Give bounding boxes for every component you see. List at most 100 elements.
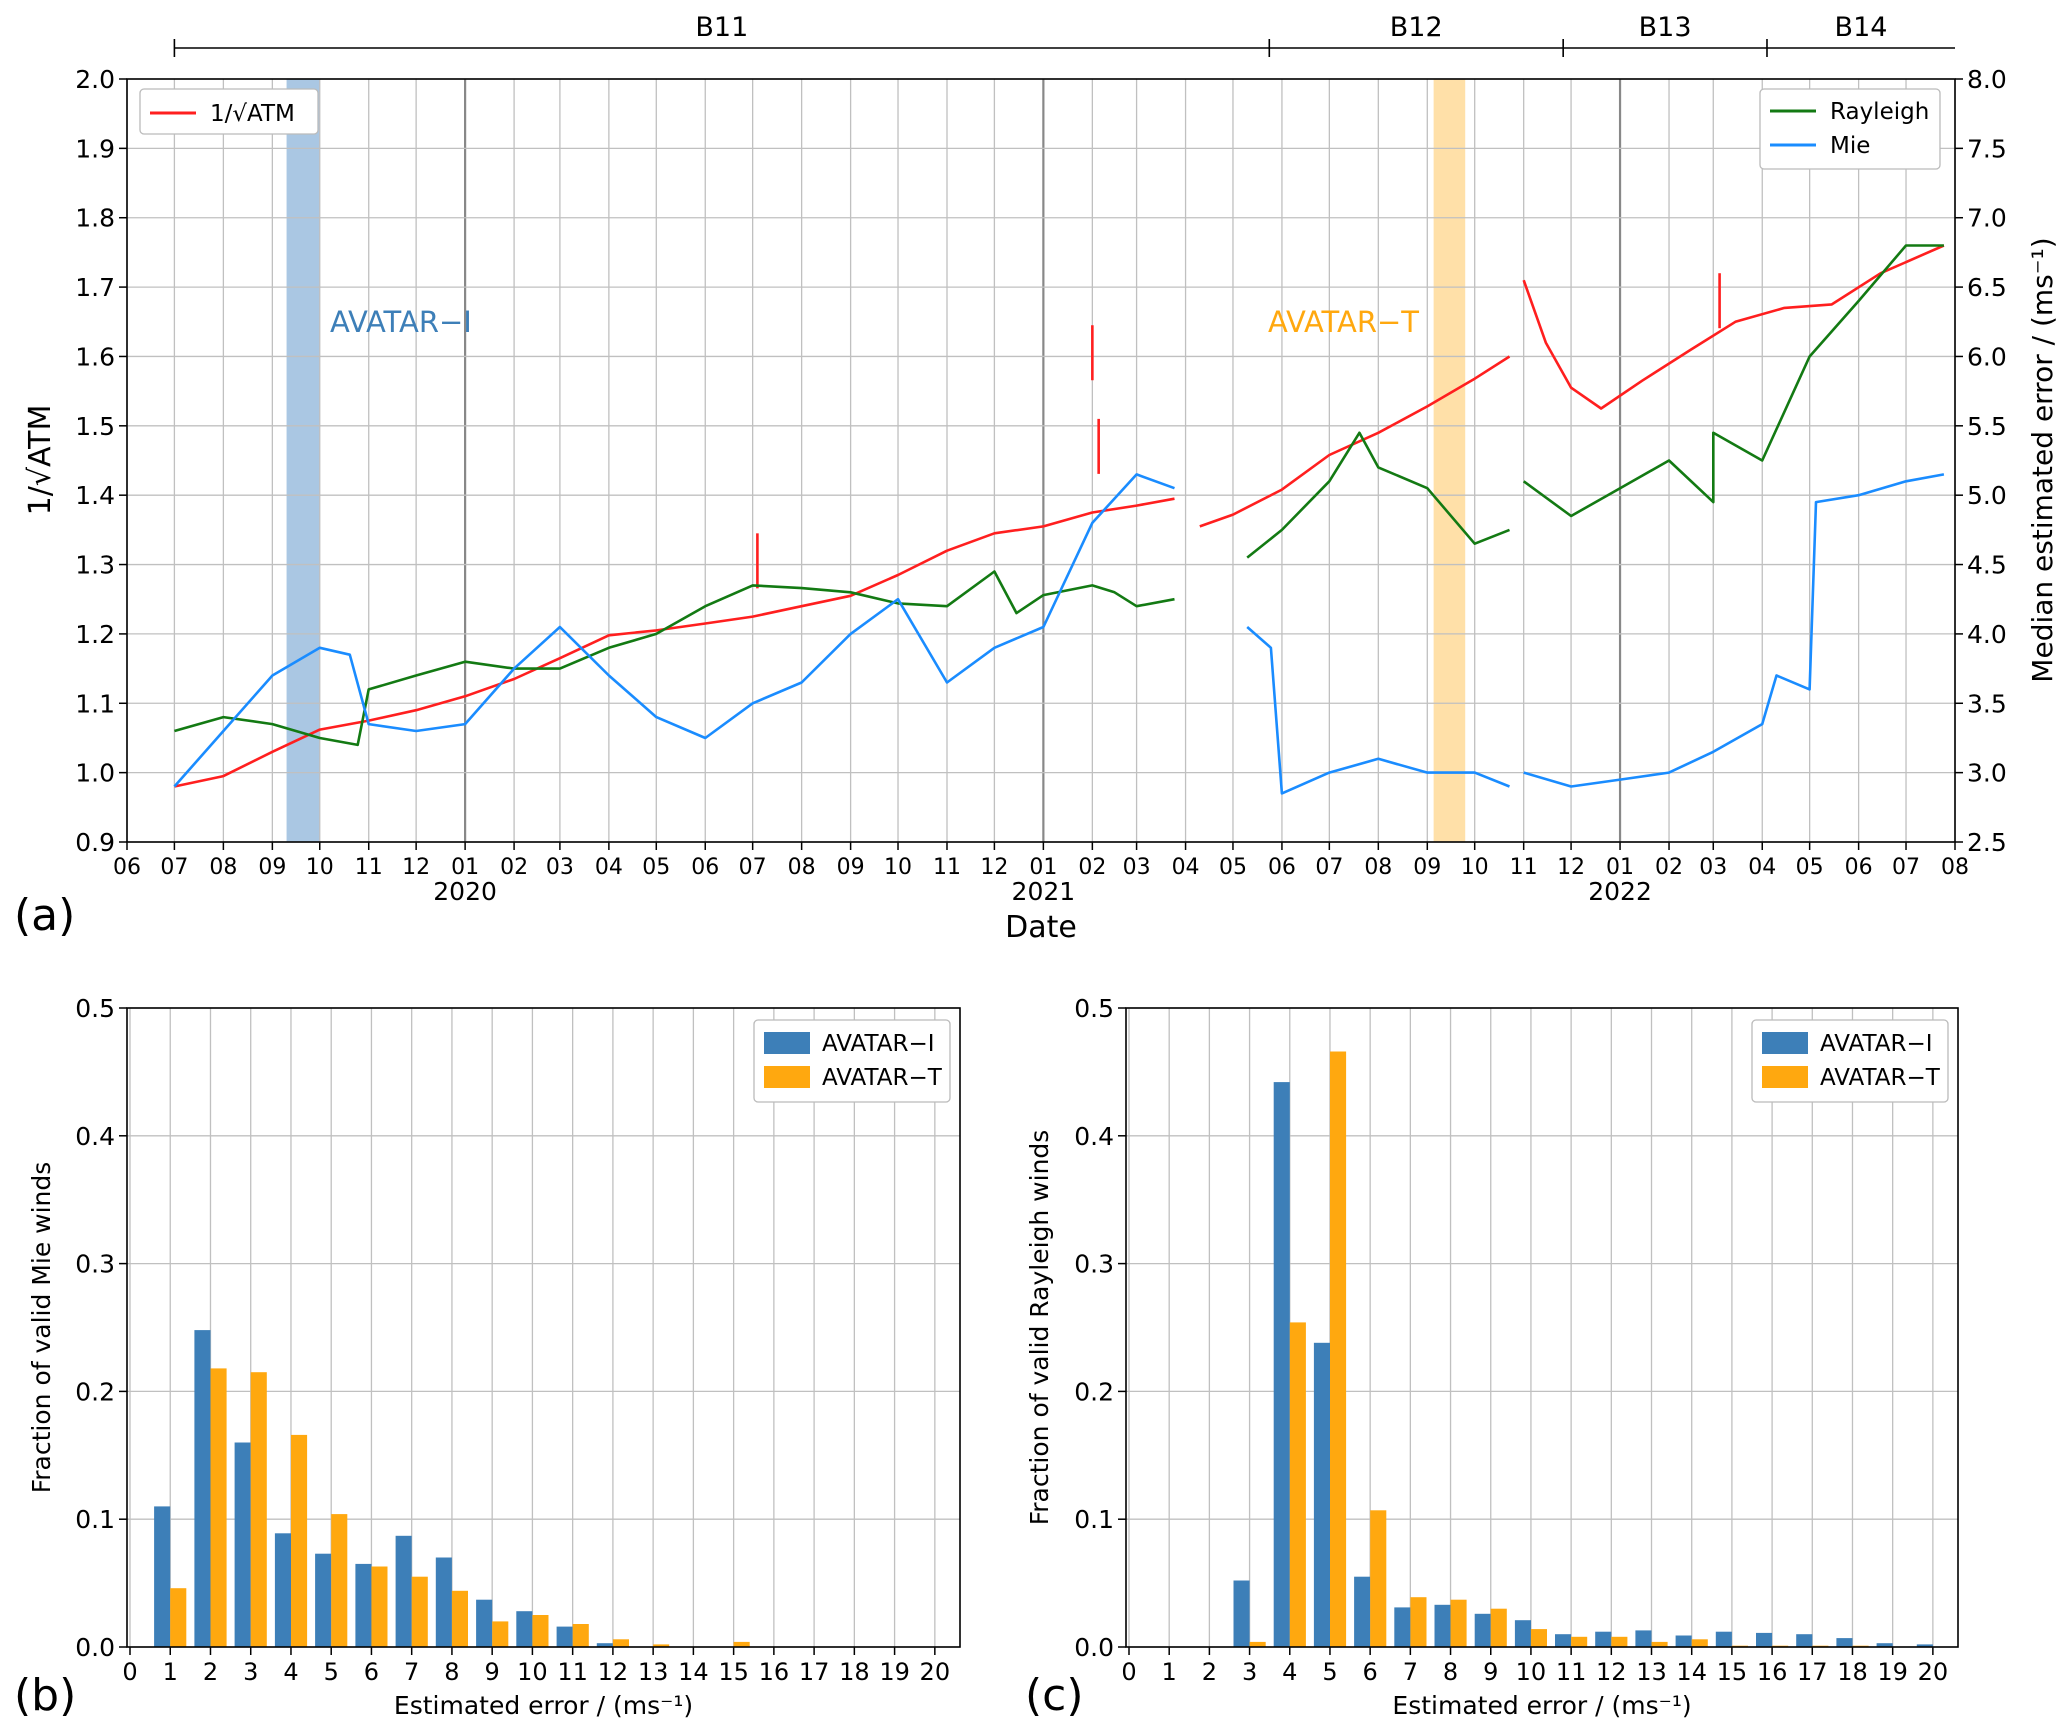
x-axis-label: Estimated error / (ms⁻¹) <box>1392 1691 1691 1720</box>
x-tick-label: 10 <box>884 855 912 880</box>
x-tick-label: 05 <box>1219 855 1247 880</box>
y-tick-label-left: 1.5 <box>75 412 115 441</box>
bar-avatar-t <box>170 1588 187 1647</box>
x-tick-label: 07 <box>1892 855 1920 880</box>
legend-label: AVATAR−T <box>822 1065 943 1091</box>
x-tick-label: 7 <box>1403 1658 1418 1686</box>
x-tick-label: 01 <box>1606 855 1634 880</box>
x-tick-label: 15 <box>718 1658 749 1686</box>
x-tick-label: 4 <box>283 1658 298 1686</box>
x-tick-label: 5 <box>1322 1658 1337 1686</box>
x-tick-label: 4 <box>1282 1658 1297 1686</box>
bar-avatar-t <box>1289 1322 1306 1647</box>
bar-avatar-i <box>1715 1631 1732 1647</box>
series-line-rayleigh <box>1522 244 1944 518</box>
series-line-mie <box>1246 626 1510 795</box>
x-tick-label: 07 <box>739 855 767 880</box>
bar-avatar-i <box>596 1643 613 1647</box>
x-tick-label: 04 <box>1172 855 1200 880</box>
bar-avatar-i <box>1555 1634 1572 1647</box>
campaign-band <box>1433 79 1466 842</box>
baseline-label: B13 <box>1639 12 1692 43</box>
bar-avatar-t <box>291 1434 308 1647</box>
x-tick-label: 20 <box>1918 1658 1949 1686</box>
x-tick-label: 18 <box>1837 1658 1868 1686</box>
y-tick-label-right: 7.5 <box>1967 134 2007 163</box>
panel-c: 0 1 2 3 4 5 6 7 8 9 10 11 12 13 14 15 16 17 18 19 200.00.10.… <box>1025 994 1959 1721</box>
series-line-mie <box>1523 473 1945 788</box>
bar-avatar-t <box>1651 1641 1668 1647</box>
bar-avatar-t <box>733 1641 750 1647</box>
legend-left-box <box>139 88 319 135</box>
y-tick-label-left: 1.1 <box>75 689 115 718</box>
x-axis-label: Estimated error / (ms⁻¹) <box>394 1691 693 1720</box>
x-tick-label: 0 <box>122 1658 137 1686</box>
x-tick-label: 2 <box>1202 1658 1217 1686</box>
bar-avatar-i <box>274 1533 291 1647</box>
bar-avatar-t <box>371 1566 388 1647</box>
bar-avatar-t <box>1691 1639 1708 1647</box>
y-tick-label: 0.0 <box>1074 1633 1114 1662</box>
x-tick-label: 6 <box>1363 1658 1378 1686</box>
x-tick-label: 09 <box>258 855 286 880</box>
y-axis-label: Fraction of valid Mie winds <box>27 1162 56 1494</box>
bar-avatar-i <box>1394 1607 1411 1647</box>
bar-avatar-t <box>1249 1641 1266 1647</box>
x-tick-label: 18 <box>839 1658 870 1686</box>
x-tick-label: 9 <box>1483 1658 1498 1686</box>
x-tick-label: 13 <box>1636 1658 1667 1686</box>
x-tick-label: 01 <box>451 855 479 880</box>
baseline-label: B12 <box>1390 12 1443 43</box>
y-tick-label-right: 5.5 <box>1967 412 2007 441</box>
panel-label: (b) <box>14 1670 76 1721</box>
y-tick-label-right: 3.0 <box>1967 759 2007 788</box>
y-tick-label-right: 6.5 <box>1967 273 2007 302</box>
x-tick-label: 07 <box>160 855 188 880</box>
x-tick-label: 17 <box>1797 1658 1828 1686</box>
legend-label-atm: 1/√ATM <box>210 101 295 127</box>
bar-avatar-i <box>1354 1576 1371 1647</box>
bar-avatar-t <box>1330 1051 1347 1647</box>
x-year-label: 2022 <box>1588 877 1652 906</box>
x-tick-label: 13 <box>638 1658 669 1686</box>
bar-avatar-t <box>1370 1510 1387 1647</box>
x-tick-label: 06 <box>1268 855 1296 880</box>
x-tick-label: 02 <box>500 855 528 880</box>
y-tick-label: 0.1 <box>75 1505 115 1534</box>
y-tick-label-left: 1.6 <box>75 342 115 371</box>
y-tick-label-right: 4.5 <box>1967 551 2007 580</box>
bar-avatar-i <box>1474 1613 1491 1647</box>
x-tick-label: 12 <box>1596 1658 1627 1686</box>
x-tick-label: 08 <box>209 855 237 880</box>
bar-avatar-t <box>1611 1636 1628 1647</box>
x-tick-label: 14 <box>678 1658 709 1686</box>
plot-frame <box>1125 1007 1959 1648</box>
x-tick-label: 12 <box>980 855 1008 880</box>
series-line-rayleigh <box>174 570 1175 747</box>
bar-avatar-i <box>1876 1643 1893 1647</box>
bar-avatar-i <box>395 1535 412 1647</box>
y-tick-label: 0.1 <box>1074 1505 1114 1534</box>
campaign-band <box>286 79 320 842</box>
y-tick-label: 0.3 <box>1074 1250 1114 1279</box>
legend-label: AVATAR−I <box>1820 1031 1933 1057</box>
y-tick-label: 0.4 <box>1074 1122 1114 1151</box>
x-tick-label: 11 <box>933 855 961 880</box>
bar-avatar-t <box>331 1514 348 1647</box>
bar-avatar-t <box>250 1372 267 1647</box>
x-tick-label: 09 <box>1413 855 1441 880</box>
legend-label-rayleigh: Rayleigh <box>1830 99 1929 125</box>
x-tick-label: 10 <box>517 1658 548 1686</box>
bar-avatar-t <box>572 1624 589 1647</box>
x-tick-label: 03 <box>1699 855 1727 880</box>
y-tick-label: 0.2 <box>75 1377 115 1406</box>
x-tick-label: 16 <box>759 1658 790 1686</box>
y-tick-label: 0.5 <box>1074 994 1114 1023</box>
x-tick-label: 7 <box>404 1658 419 1686</box>
bar-avatar-t <box>653 1644 670 1647</box>
x-tick-label: 06 <box>1845 855 1873 880</box>
bar-avatar-i <box>476 1599 493 1647</box>
x-tick-label: 02 <box>1078 855 1106 880</box>
bar-avatar-i <box>1916 1644 1933 1647</box>
